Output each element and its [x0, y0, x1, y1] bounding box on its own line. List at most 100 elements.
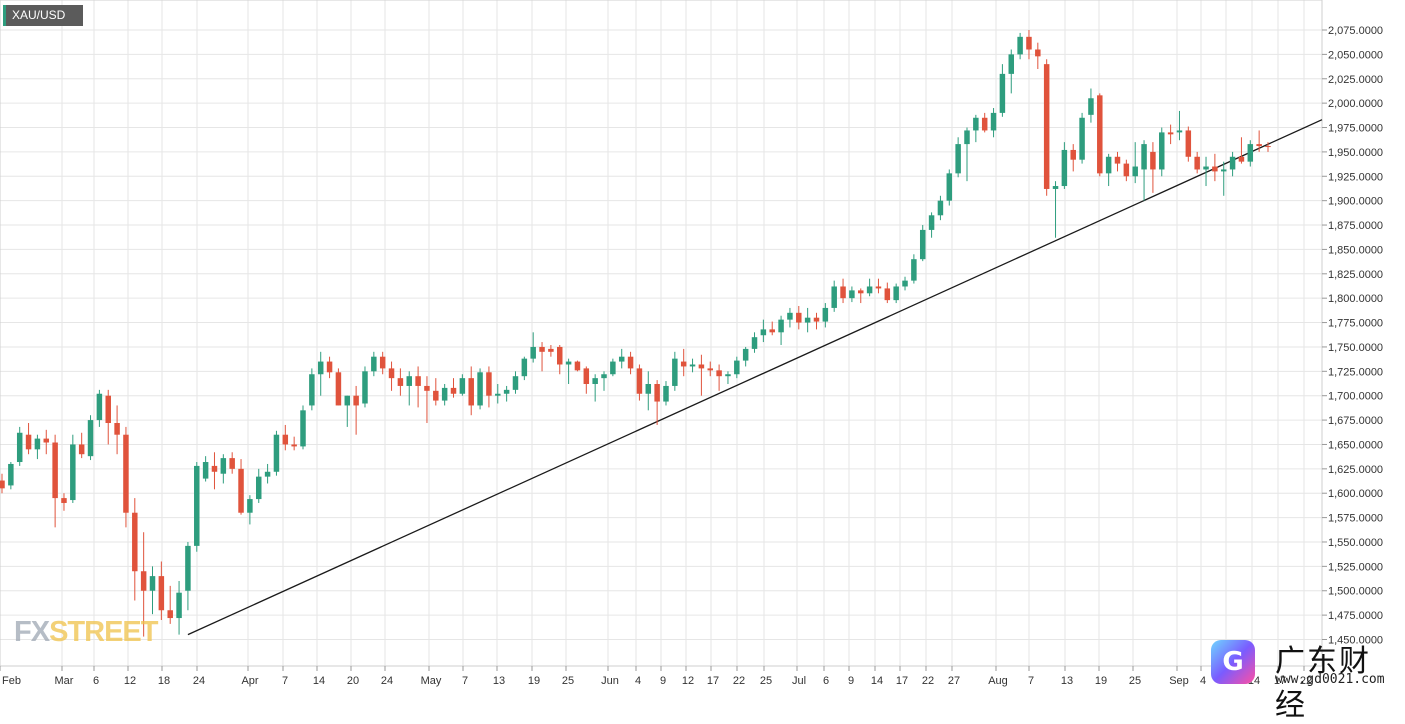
- candle: [778, 315, 784, 345]
- candle-body: [1026, 36, 1032, 50]
- candle-body: [87, 420, 94, 457]
- candle-body: [300, 410, 306, 447]
- candle: [831, 280, 837, 312]
- candle: [0, 473, 5, 494]
- candle: [424, 376, 430, 424]
- x-tick-label: 7: [462, 675, 468, 687]
- candle-body: [1043, 64, 1050, 189]
- candle: [326, 356, 333, 379]
- candle: [1097, 93, 1103, 177]
- y-tick-label: 1,750.0000: [1328, 342, 1383, 354]
- watermark-icon-letter: G: [1222, 647, 1244, 677]
- candle: [707, 361, 713, 377]
- candle: [964, 127, 970, 182]
- y-axis: 1,450.0000 1,475.0000 1,500.0000 1,525.0000…: [1322, 25, 1383, 647]
- candle: [610, 358, 616, 377]
- candle-body: [627, 356, 634, 369]
- candle-body: [433, 390, 439, 401]
- candle: [583, 366, 590, 394]
- candle-body: [680, 361, 687, 367]
- candle: [185, 541, 191, 611]
- x-tick-label: 4: [635, 675, 641, 687]
- y-tick-label: 2,050.0000: [1328, 49, 1383, 61]
- candle-body: [1052, 186, 1059, 189]
- x-tick-label: 24: [193, 675, 205, 687]
- candle-body: [557, 346, 563, 365]
- candle: [981, 112, 988, 133]
- candle: [751, 332, 758, 353]
- y-tick-label: 1,800.0000: [1328, 293, 1383, 305]
- candle-body: [1229, 156, 1236, 170]
- candle-body: [769, 329, 775, 333]
- candle: [689, 358, 696, 373]
- y-tick-label: 2,025.0000: [1328, 74, 1383, 86]
- candle-body: [34, 438, 41, 450]
- candle-body: [16, 432, 23, 463]
- symbol-badge: XAU/USD: [3, 5, 83, 26]
- candle-body: [255, 476, 262, 500]
- y-tick-label: 1,900.0000: [1328, 196, 1383, 208]
- candle: [840, 278, 846, 304]
- candle-body: [202, 462, 209, 479]
- candle-body: [503, 389, 510, 394]
- candle-body: [725, 374, 731, 377]
- candle: [167, 585, 173, 624]
- candle-body: [565, 361, 572, 365]
- candle: [813, 312, 820, 330]
- candle: [238, 459, 244, 515]
- candle-body: [796, 312, 802, 323]
- candle-body: [495, 393, 501, 396]
- candle-body: [1097, 95, 1103, 174]
- candle: [344, 395, 351, 427]
- candle: [804, 307, 811, 333]
- y-tick-label: 1,650.0000: [1328, 439, 1383, 451]
- candle-body: [353, 395, 359, 406]
- candle: [955, 137, 961, 178]
- candle: [194, 462, 200, 552]
- candle-body: [636, 368, 643, 394]
- candle: [521, 356, 528, 381]
- y-tick-label: 1,550.0000: [1328, 537, 1383, 549]
- y-tick-label: 2,075.0000: [1328, 25, 1383, 37]
- candle: [158, 561, 165, 620]
- candle-body: [663, 385, 669, 402]
- candle: [902, 276, 908, 291]
- candles: [0, 30, 1271, 637]
- candle-body: [1088, 98, 1094, 115]
- candle-body: [105, 395, 111, 424]
- candle: [415, 366, 421, 408]
- candle-body: [928, 215, 935, 230]
- candle: [335, 368, 342, 406]
- x-tick-label: 24: [381, 675, 393, 687]
- y-tick-label: 1,525.0000: [1328, 561, 1383, 573]
- candle: [87, 415, 94, 461]
- candle-body: [760, 329, 767, 336]
- candle-body: [70, 444, 76, 501]
- y-tick-label: 1,825.0000: [1328, 269, 1383, 281]
- fxstreet-logo: FXSTREET: [14, 616, 158, 649]
- candle: [1123, 159, 1130, 182]
- candle-body: [1070, 149, 1076, 160]
- candle-body: [1132, 166, 1138, 177]
- candle: [1043, 59, 1050, 196]
- candle: [990, 108, 997, 138]
- candle-body: [955, 144, 961, 174]
- candle: [680, 348, 687, 377]
- candle: [1247, 140, 1254, 167]
- candle: [291, 436, 297, 451]
- candle-body: [264, 471, 271, 477]
- candle-body: [415, 376, 421, 386]
- candle: [1088, 88, 1094, 123]
- candle-body: [194, 465, 200, 546]
- candle-body: [981, 117, 988, 131]
- candle: [1176, 110, 1183, 141]
- candle-body: [1176, 130, 1183, 133]
- candle-body: [787, 312, 793, 320]
- candle-body: [539, 346, 545, 352]
- candle: [300, 405, 306, 450]
- candle: [973, 114, 979, 143]
- candle: [176, 580, 182, 635]
- candle-body: [1079, 117, 1085, 160]
- candle: [742, 346, 749, 367]
- candle: [78, 432, 85, 459]
